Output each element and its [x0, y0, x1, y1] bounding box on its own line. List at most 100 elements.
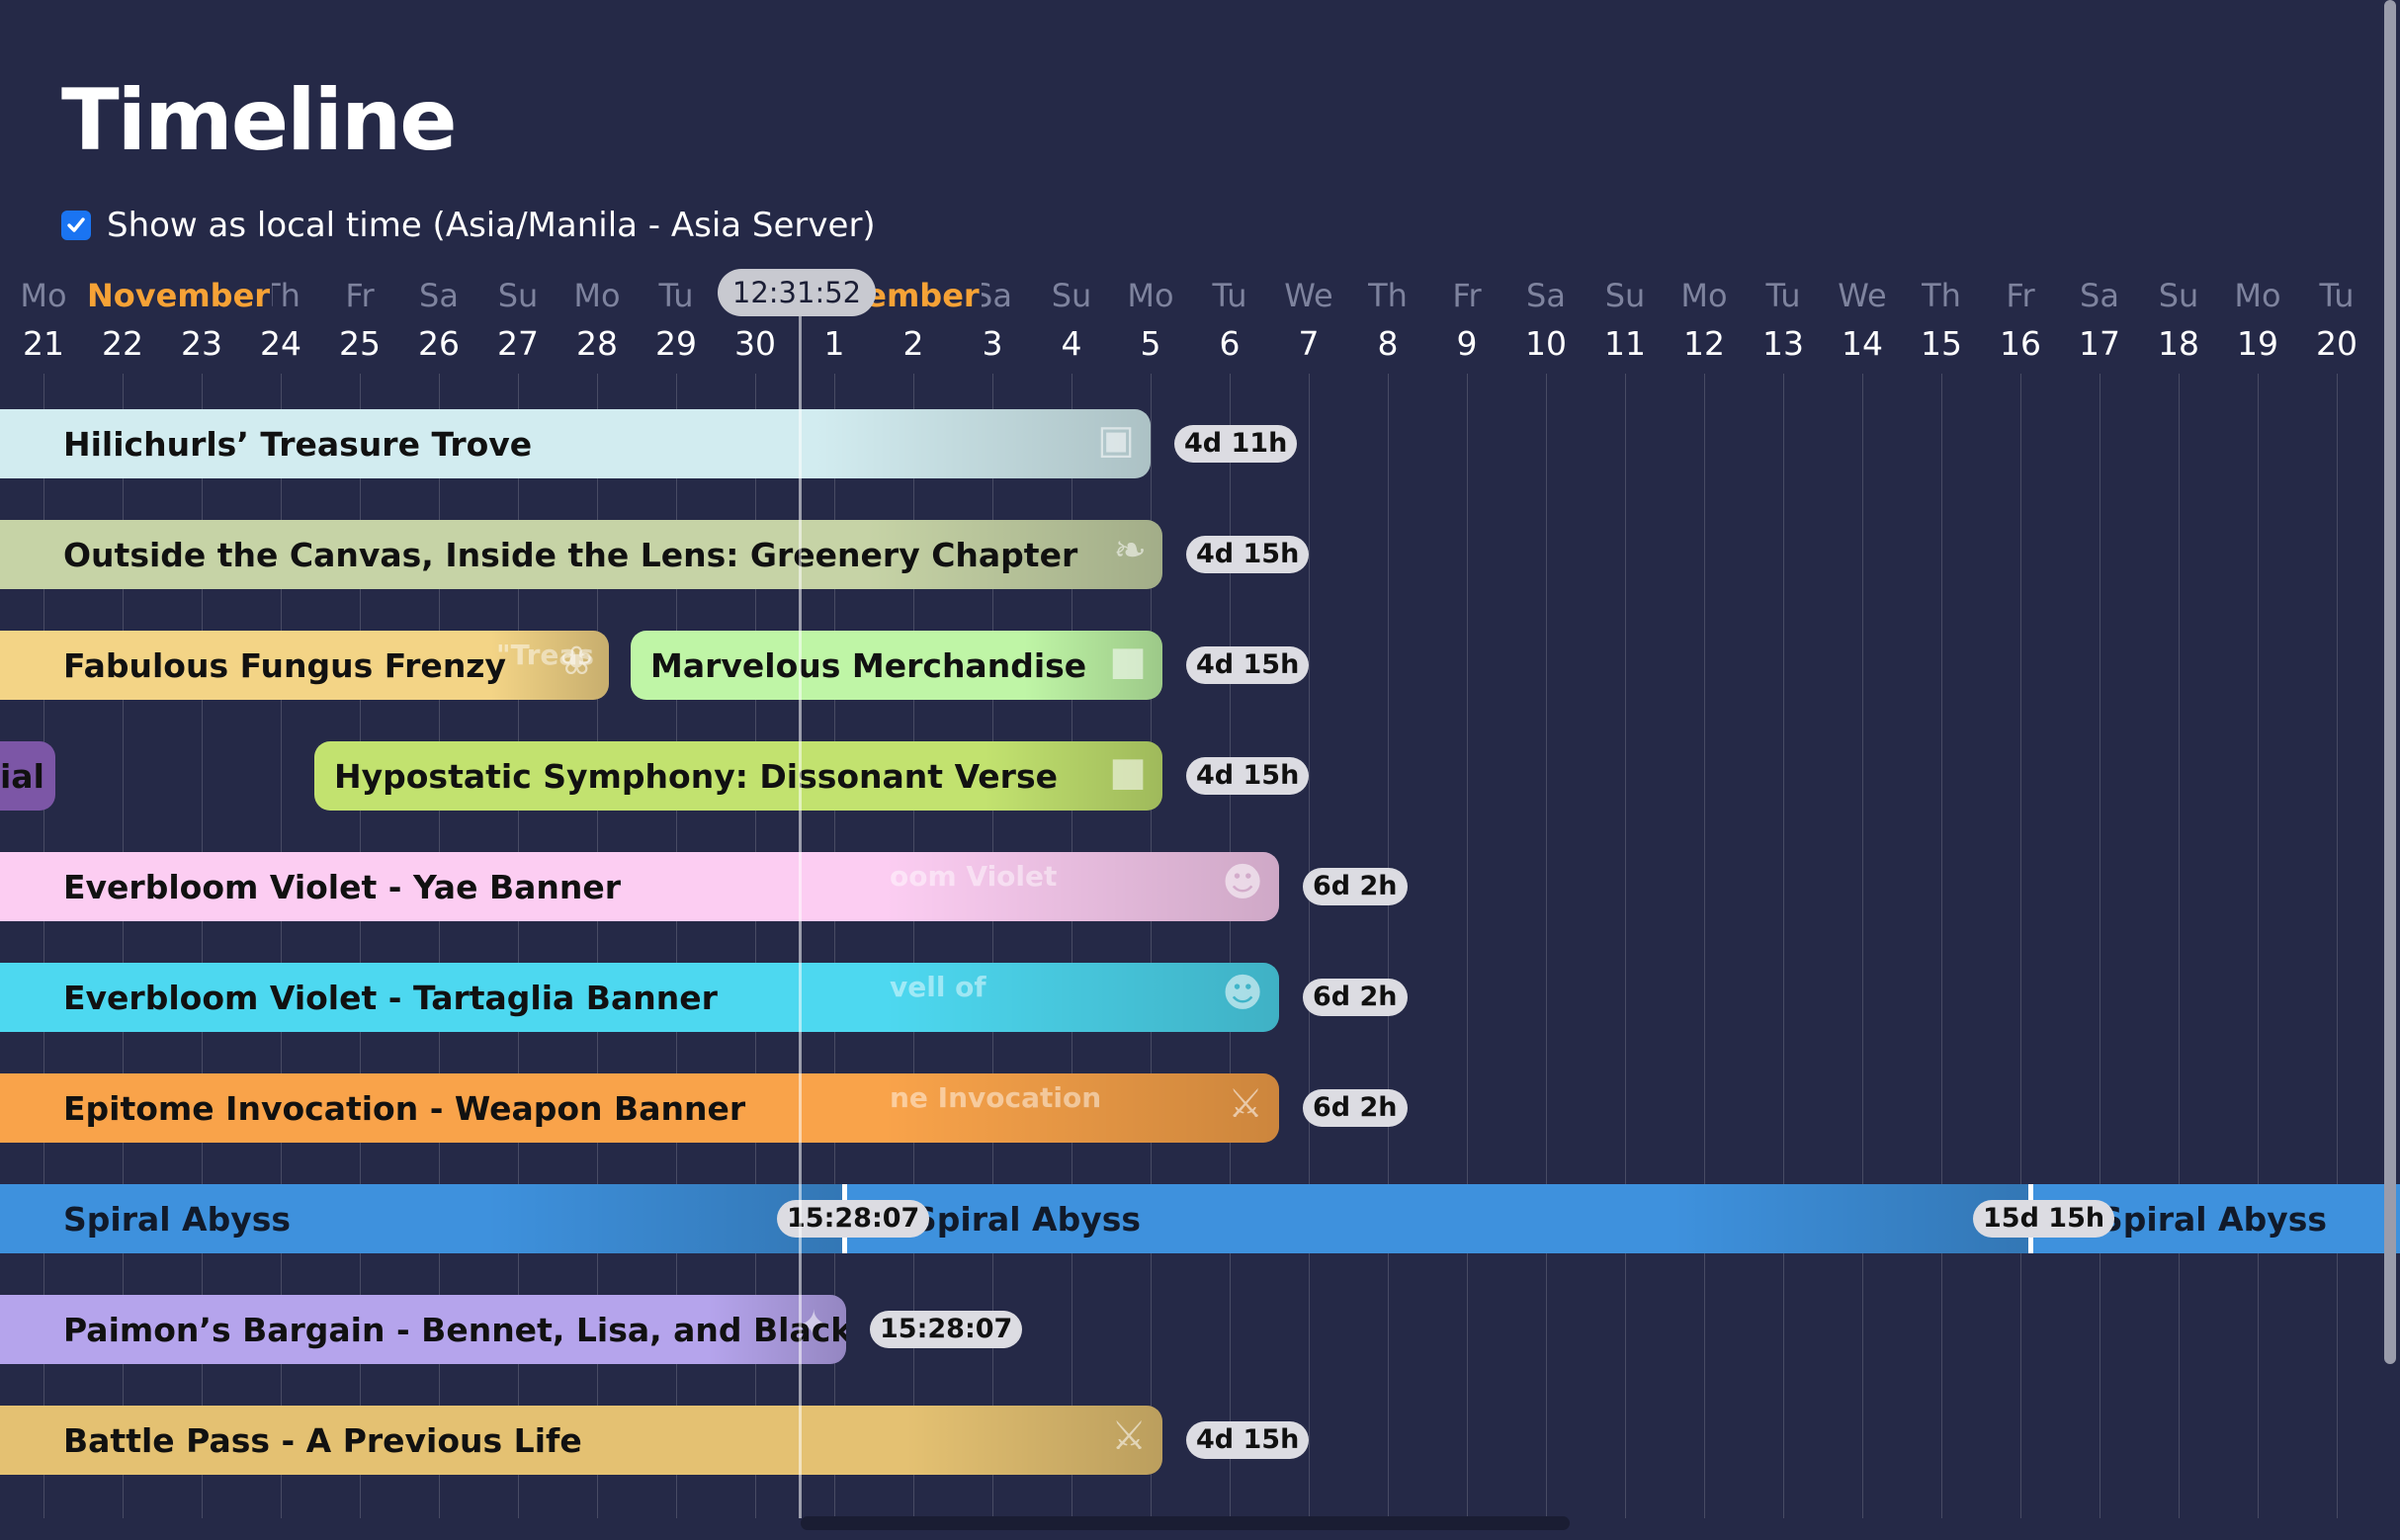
- day-gridline: [1625, 374, 1626, 1518]
- character-portrait-icon: ☻: [1222, 860, 1263, 905]
- star-icon: ✦: [797, 1303, 830, 1348]
- event-name: Epitome Invocation - Weapon Banner: [63, 1088, 746, 1128]
- day-name-label: Su: [2158, 277, 2199, 314]
- day-number-label: 10: [1525, 324, 1567, 363]
- day-number-label: 26: [418, 324, 460, 363]
- day-gridline: [1704, 374, 1705, 1518]
- day-number-label: 29: [655, 324, 697, 363]
- event-art-text: "Treas: [496, 639, 594, 671]
- cube-icon: ■: [1109, 749, 1147, 795]
- time-remaining-badge: 15:28:07: [870, 1311, 1023, 1348]
- day-gridline: [1862, 374, 1863, 1518]
- event-bar[interactable]: vell of ☻ Everbloom Violet - Tartaglia Ban…: [0, 963, 1279, 1032]
- day-number-label: 2: [902, 324, 924, 363]
- day-number-label: 30: [734, 324, 776, 363]
- day-number-label: 7: [1298, 324, 1320, 363]
- day-name-label: Tu: [1765, 277, 1801, 314]
- leaf-icon: ❧: [1113, 528, 1147, 573]
- day-gridline: [1388, 374, 1389, 1518]
- day-name-label: Tu: [1212, 277, 1247, 314]
- event-bar[interactable]: ■ Marvelous Merchandise: [631, 631, 1162, 700]
- event-bar[interactable]: ▣ Hilichurls’ Treasure Trove: [0, 409, 1151, 478]
- event-art: ▣: [814, 409, 1151, 478]
- day-gridline: [1941, 374, 1942, 1518]
- horizontal-scrollbar[interactable]: [801, 1516, 1570, 1530]
- day-number-label: 21: [23, 324, 64, 363]
- event-bar[interactable]: ⚔ Battle Pass - A Previous Life: [0, 1406, 1162, 1475]
- day-name-label: Su: [497, 277, 539, 314]
- event-name: Hilichurls’ Treasure Trove: [63, 424, 533, 464]
- day-name-label: Mo: [20, 277, 67, 314]
- vertical-scrollbar[interactable]: [2384, 0, 2396, 1364]
- day-number-label: 3: [982, 324, 1003, 363]
- day-gridline: [992, 374, 993, 1518]
- day-number-label: 17: [2079, 324, 2120, 363]
- day-number-label: 15: [1921, 324, 1962, 363]
- day-name-label: We: [1838, 277, 1887, 314]
- event-art: ne Invocation ⚔: [884, 1073, 1279, 1143]
- event-art-text: oom Violet: [890, 860, 1058, 893]
- event-bar[interactable]: ■ Hypostatic Symphony: Dissonant Verse: [314, 741, 1162, 811]
- day-number-label: 1: [823, 324, 845, 363]
- day-name-label: Sa: [419, 277, 459, 314]
- event-art-text: vell of: [890, 971, 986, 1003]
- event-name: Outside the Canvas, Inside the Lens: Gre…: [63, 535, 1078, 574]
- local-time-checkbox[interactable]: [61, 211, 91, 240]
- day-name-label: Sa: [1526, 277, 1566, 314]
- time-remaining-badge: 4d 15h: [1186, 646, 1310, 684]
- day-number-label: 13: [1762, 324, 1804, 363]
- event-bar[interactable]: ◎Spiral Abyss: [0, 1184, 842, 1253]
- day-number-label: 16: [2000, 324, 2041, 363]
- day-number-label: 28: [576, 324, 618, 363]
- day-gridline: [676, 374, 677, 1518]
- weapon-icon: ⚔: [1228, 1081, 1263, 1127]
- event-bar[interactable]: ❧ Outside the Canvas, Inside the Lens: Gr…: [0, 520, 1162, 589]
- day-number-label: 27: [497, 324, 539, 363]
- event-name: Spiral Abyss: [63, 1199, 292, 1239]
- day-gridline: [2258, 374, 2259, 1518]
- day-gridline: [1783, 374, 1784, 1518]
- time-remaining-badge: 6d 2h: [1303, 868, 1408, 905]
- event-bar[interactable]: ial: [0, 741, 55, 811]
- day-name-label: Fr: [345, 277, 375, 314]
- current-time-line: [799, 297, 802, 1518]
- day-number-label: 24: [260, 324, 301, 363]
- time-remaining-badge: 4d 15h: [1186, 536, 1310, 573]
- day-number-label: 5: [1140, 324, 1161, 363]
- day-name-label: Fr: [1452, 277, 1482, 314]
- day-gridline: [597, 374, 598, 1518]
- event-bar[interactable]: ◎Spiral Abyss: [842, 1184, 2028, 1253]
- day-name-label: Th: [1922, 277, 1961, 314]
- day-gridline: [1467, 374, 1468, 1518]
- day-name-label: Th: [1368, 277, 1408, 314]
- day-gridline: [2020, 374, 2021, 1518]
- day-number-label: 11: [1604, 324, 1646, 363]
- day-gridline: [43, 374, 44, 1518]
- cube-icon: ■: [1109, 639, 1147, 684]
- event-art: vell of ☻: [884, 963, 1279, 1032]
- day-gridline: [518, 374, 519, 1518]
- event-art: "Treas ❀: [490, 631, 609, 700]
- weapon-icon: ⚔: [1111, 1413, 1147, 1459]
- event-name: Fabulous Fungus Frenzy: [63, 645, 507, 685]
- local-time-toggle[interactable]: Show as local time (Asia/Manila - Asia S…: [61, 204, 876, 247]
- day-gridline: [1309, 374, 1310, 1518]
- day-number-label: 23: [181, 324, 222, 363]
- day-number-label: 9: [1456, 324, 1478, 363]
- day-name-label: Tu: [2319, 277, 2355, 314]
- day-gridline: [202, 374, 203, 1518]
- event-art: ✦: [708, 1295, 846, 1364]
- event-art: ■: [1024, 631, 1162, 700]
- day-name-label: Fr: [2006, 277, 2035, 314]
- event-bar[interactable]: "Treas ❀ Fabulous Fungus Frenzy: [0, 631, 609, 700]
- day-number-label: 8: [1377, 324, 1399, 363]
- event-bar[interactable]: ✦ Paimon’s Bargain - Bennet, Lisa, and Bl…: [0, 1295, 846, 1364]
- character-portrait-icon: ☻: [1222, 971, 1263, 1016]
- time-remaining-badge: 4d 15h: [1186, 757, 1310, 795]
- event-bar[interactable]: ne Invocation ⚔ Epitome Invocation - Weapo…: [0, 1073, 1279, 1143]
- local-time-label: Show as local time (Asia/Manila - Asia S…: [107, 206, 876, 245]
- event-bar[interactable]: Spiral Abyss: [2028, 1184, 2400, 1253]
- event-bar[interactable]: oom Violet ☻ Everbloom Violet - Yae Banner: [0, 852, 1279, 921]
- day-number-label: 4: [1061, 324, 1082, 363]
